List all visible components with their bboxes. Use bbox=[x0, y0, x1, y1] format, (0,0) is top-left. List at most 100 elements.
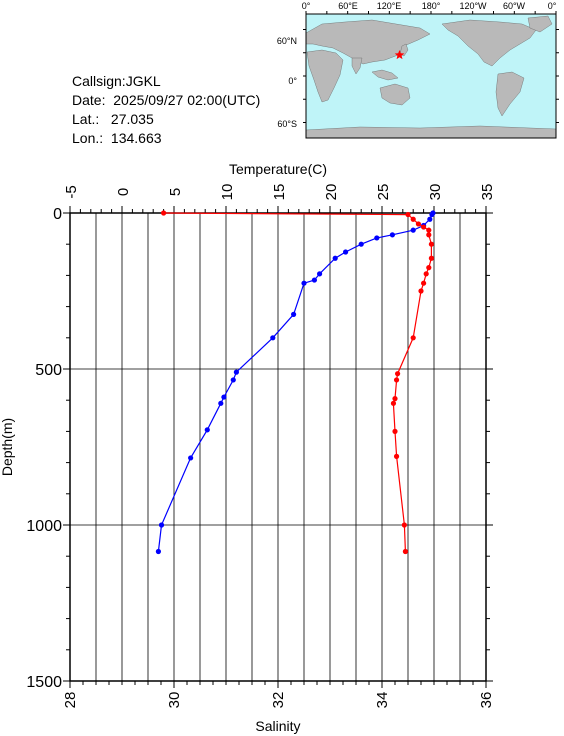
map-lon-label: 180° bbox=[422, 1, 441, 11]
temp-tick-label: 0 bbox=[115, 188, 132, 196]
map-lon-label: 120°W bbox=[459, 1, 487, 11]
temperature-data-point bbox=[158, 522, 165, 528]
salinity-data-point bbox=[393, 453, 400, 459]
map-lat-label: 60°N bbox=[277, 36, 297, 46]
latitude-text: Lat.: 27.035 bbox=[72, 111, 154, 127]
depth-axis-label: Depth(m) bbox=[0, 418, 15, 476]
greenland-land bbox=[527, 15, 553, 33]
salinity-data-point bbox=[410, 335, 416, 341]
map-lon-label: 120°E bbox=[377, 1, 402, 11]
temperature-data-point bbox=[429, 211, 435, 218]
salinity-data-point bbox=[426, 265, 432, 271]
depth-tick-labels: 0 500 1000 1500 bbox=[26, 206, 62, 691]
temperature-data-point bbox=[301, 280, 307, 286]
salinity-tick-label: 30 bbox=[166, 692, 183, 709]
temp-tick-label: 30 bbox=[427, 184, 444, 201]
temp-tick-label: 35 bbox=[479, 184, 496, 201]
temp-tick-label: 10 bbox=[219, 184, 236, 201]
station-info: Callsign:JGKL Date: 2025/09/27 02:00(UTC… bbox=[72, 72, 260, 148]
map-lon-label: 60°E bbox=[338, 1, 358, 11]
temperature-data-point bbox=[218, 400, 224, 406]
south-america-land bbox=[495, 71, 525, 117]
temp-tick-label: 20 bbox=[323, 184, 340, 201]
temperature-data-point bbox=[332, 255, 338, 261]
map-lon-label: 0° bbox=[302, 1, 311, 11]
salinity-data-point bbox=[418, 288, 424, 294]
se-asia-land bbox=[371, 69, 399, 81]
salinity-profile-line bbox=[163, 212, 432, 552]
station-location-star-icon bbox=[394, 50, 405, 60]
temperature-axis-label: Temperature(C) bbox=[229, 161, 327, 177]
salinity-tick-labels: 28 30 32 34 36 bbox=[62, 692, 495, 709]
salinity-data-point bbox=[392, 428, 398, 434]
salinity-data-point bbox=[402, 548, 408, 555]
map-lat-label: 0° bbox=[288, 76, 297, 86]
salinity-data-point bbox=[405, 211, 411, 218]
map-lon-label: 60°W bbox=[503, 1, 526, 11]
temperature-data-point bbox=[427, 216, 433, 222]
plot-frame bbox=[69, 212, 487, 682]
salinity-data-point bbox=[161, 210, 167, 216]
temp-tick-label: 25 bbox=[375, 184, 392, 201]
world-map: 0° 60°E 120°E 180° 120°W 60°W 0° 60°N 0°… bbox=[277, 1, 559, 139]
salinity-data-point bbox=[392, 396, 398, 402]
north-america-land bbox=[441, 19, 537, 67]
salinity-data-point bbox=[421, 224, 427, 230]
temperature-data-point bbox=[317, 271, 323, 277]
temp-tick-label: -5 bbox=[63, 185, 80, 198]
depth-tick-label: 0 bbox=[53, 206, 62, 223]
temperature-data-point bbox=[270, 335, 276, 341]
salinity-data-point bbox=[415, 221, 421, 227]
temperature-data-point bbox=[343, 249, 349, 255]
depth-tick-label: 1000 bbox=[26, 518, 62, 535]
map-lon-label: 0° bbox=[548, 1, 557, 11]
series-layer bbox=[155, 210, 436, 555]
temperature-data-point bbox=[311, 277, 317, 283]
temperature-data-point bbox=[374, 235, 380, 241]
temperature-data-point bbox=[221, 394, 227, 400]
salinity-data-point bbox=[423, 271, 429, 277]
date-text: Date: 2025/09/27 02:00(UTC) bbox=[72, 92, 261, 108]
temperature-data-point bbox=[204, 427, 210, 433]
map-latitude-labels: 60°N 0° 60°S bbox=[277, 36, 298, 129]
map-land bbox=[305, 15, 557, 139]
antarctica-land bbox=[305, 125, 557, 139]
temp-tick-label: 5 bbox=[167, 188, 184, 196]
salinity-axis-label: Salinity bbox=[255, 718, 300, 734]
australia-land bbox=[379, 83, 411, 106]
temperature-data-point bbox=[155, 548, 161, 555]
salinity-data-point bbox=[428, 241, 434, 247]
temperature-tick-labels: -5 0 5 10 15 20 25 30 35 bbox=[63, 184, 496, 201]
salinity-data-point bbox=[390, 400, 397, 406]
temperature-data-point bbox=[233, 369, 239, 375]
callsign-text: Callsign:JGKL bbox=[72, 73, 161, 89]
temperature-data-point bbox=[358, 241, 364, 247]
profile-plot: -5 0 5 10 15 20 25 30 35 Temperature(C) … bbox=[0, 161, 496, 734]
salinity-data-point bbox=[421, 280, 427, 286]
depth-tick-label: 500 bbox=[35, 362, 62, 379]
salinity-data-point bbox=[410, 216, 416, 222]
salinity-data-point bbox=[426, 227, 432, 233]
map-longitude-labels: 0° 60°E 120°E 180° 120°W 60°W 0° bbox=[302, 1, 557, 11]
longitude-text: Lon.: 134.663 bbox=[72, 130, 162, 146]
salinity-data-point bbox=[393, 377, 400, 383]
temperature-data-point bbox=[389, 232, 395, 238]
temperature-data-point bbox=[188, 455, 194, 461]
salinity-data-point bbox=[426, 232, 432, 238]
india-land bbox=[351, 57, 363, 75]
salinity-tick-label: 28 bbox=[62, 692, 79, 709]
salinity-data-point bbox=[401, 522, 407, 528]
map-tick-marks bbox=[303, 11, 559, 123]
temperature-data-point bbox=[410, 227, 416, 233]
salinity-tick-label: 34 bbox=[374, 692, 391, 709]
africa-land bbox=[306, 49, 344, 103]
depth-tick-label: 1500 bbox=[26, 674, 62, 691]
salinity-data-point bbox=[395, 371, 401, 377]
map-lat-label: 60°S bbox=[277, 119, 297, 129]
salinity-tick-label: 32 bbox=[270, 692, 287, 709]
salinity-data-point bbox=[428, 255, 434, 261]
temperature-data-point bbox=[291, 311, 297, 317]
temperature-data-point bbox=[230, 377, 236, 383]
salinity-tick-label: 36 bbox=[478, 692, 495, 709]
